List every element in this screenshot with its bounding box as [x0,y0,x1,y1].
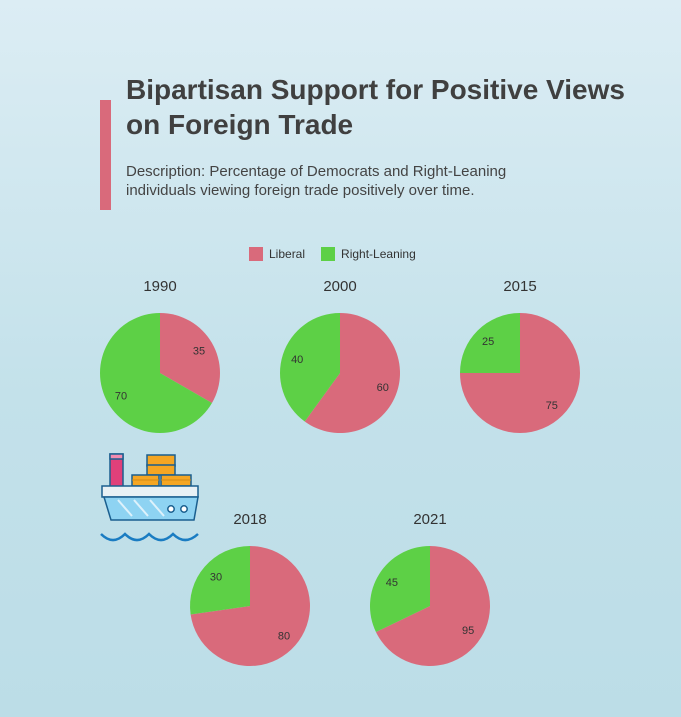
pie-label-right-leaning: 70 [115,391,127,403]
pie-label-right-leaning: 40 [291,354,303,366]
cargo-ship-icon [100,453,199,542]
pie-slice-right-leaning [190,546,250,615]
pie-title: 2015 [503,278,536,295]
pie-title: 1990 [143,278,176,295]
title-accent-bar [100,100,111,210]
pie-slice-liberal [160,313,220,403]
legend-item-liberal: Liberal [249,247,305,261]
legend-swatch-liberal [249,247,263,261]
pie-label-liberal: 35 [193,346,205,358]
pie-title: 2018 [233,511,266,528]
chart-legend: Liberal Right-Leaning [249,247,432,261]
pie-label-liberal: 75 [546,400,558,412]
pie-slice-liberal [375,546,490,666]
pie-2015: 2015 75 25 [460,278,580,433]
pie-label-liberal: 60 [377,382,389,394]
pie-label-liberal: 95 [462,625,474,637]
pie-slice-right-leaning [99,313,212,433]
pie-slice-right-leaning [460,313,520,373]
chart-description: Description: Percentage of Democrats and… [126,163,507,199]
pie-2021: 2021 95 45 [370,511,490,666]
pie-2018: 2018 80 30 [190,511,311,666]
pie-label-right-leaning: 25 [482,336,494,348]
pie-slice-liberal [190,546,311,666]
legend-item-right-leaning: Right-Leaning [321,247,416,261]
legend-swatch-right-leaning [321,247,336,261]
pie-1990: 1990 35 70 [99,278,220,433]
pie-label-right-leaning: 30 [210,572,222,584]
pie-slice-liberal [304,313,401,434]
pie-slice-right-leaning [280,313,340,422]
pie-2000: 2000 60 40 [280,278,401,434]
pie-title: 2000 [323,278,356,295]
legend-label-liberal: Liberal [269,247,306,261]
pie-label-right-leaning: 45 [386,577,398,589]
pie-label-liberal: 80 [278,630,290,642]
legend-label-right-leaning: Right-Leaning [341,247,416,261]
pie-slice-right-leaning [370,546,430,633]
pie-title: 2021 [413,511,446,528]
chart-title: Bipartisan Support for Positive Views on… [126,74,625,140]
